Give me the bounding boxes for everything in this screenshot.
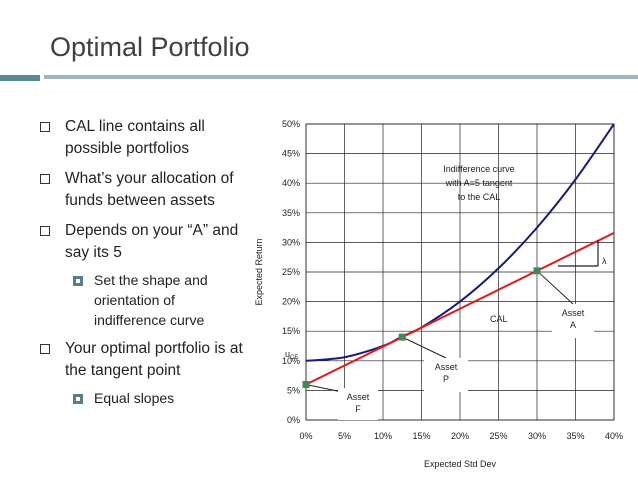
- asset-point: [398, 333, 406, 341]
- bullet-text: CAL line contains all possible portfolio…: [65, 118, 205, 157]
- square-bullet-icon: [40, 226, 50, 236]
- asset-label: F: [355, 404, 361, 414]
- chart-series: [305, 123, 615, 386]
- indifference-annotation: Indifference curve with A=5 tangent to the…: [443, 164, 514, 202]
- uce-main: u: [285, 349, 290, 359]
- bullet-item: Your optimal portfolio is at the tangent…: [40, 338, 250, 408]
- bullet-text: What’s your allocation of funds between …: [65, 170, 234, 209]
- sub-bullet-item: Equal slopes: [65, 388, 250, 408]
- sub-bullet-list: Set the shape and orientation of indiffe…: [65, 270, 250, 330]
- y-tick-labels: 0% 5% 10% 15% 20% 25% 30% 35% 40% 45% 50%: [282, 119, 300, 425]
- callout-box: [424, 358, 468, 392]
- y-axis-title: Expected Return: [254, 238, 264, 305]
- asset-label: P: [443, 374, 449, 384]
- callout-pointer: [536, 270, 574, 305]
- asset-point: [533, 267, 541, 275]
- accent-block: [0, 75, 40, 81]
- title-underline: [44, 75, 638, 79]
- x-axis-title: Expected Std Dev: [424, 459, 497, 469]
- slide-title: Optimal Portfolio: [50, 32, 250, 62]
- indifference-annotation-line: to the CAL: [458, 192, 501, 202]
- asset-callouts: Asset F Asset P Asset A: [305, 270, 594, 420]
- x-tick-label: 15%: [412, 431, 430, 441]
- indifference-annotation-line: with A=5 tangent: [445, 178, 513, 188]
- asset-points: [302, 267, 541, 388]
- x-tick-label: 20%: [451, 431, 469, 441]
- indifference-curve-line: [305, 123, 615, 362]
- asset-point: [302, 380, 310, 388]
- bullet-text: Depends on your “A” and say its 5: [65, 222, 239, 261]
- asset-label: Asset: [562, 308, 585, 318]
- callout-pointer: [305, 383, 343, 393]
- y-tick-label: 10%: [282, 356, 300, 366]
- asset-label: A: [570, 320, 576, 330]
- square-bullet-icon: [40, 174, 50, 184]
- x-tick-label: 0%: [299, 431, 312, 441]
- callout-pointer: [402, 336, 447, 359]
- uce-label: uCE: [285, 349, 298, 361]
- square-bullet-icon: [40, 122, 50, 132]
- callout-box: [338, 388, 378, 420]
- asset-label: Asset: [347, 392, 370, 402]
- square-bullet-icon: [40, 344, 50, 354]
- y-tick-label: 45%: [282, 149, 300, 159]
- x-tick-label: 10%: [374, 431, 392, 441]
- lambda-label: λ: [602, 256, 607, 266]
- x-tick-label: 40%: [605, 431, 623, 441]
- bullet-item: Depends on your “A” and say its 5 Set th…: [40, 220, 250, 330]
- chart-axes: [305, 123, 615, 421]
- y-tick-label: 5%: [287, 385, 300, 395]
- y-tick-label: 50%: [282, 119, 300, 129]
- callout-box: [552, 304, 594, 338]
- y-tick-label: 15%: [282, 326, 300, 336]
- sub-bullet-text: Set the shape and orientation of indiffe…: [94, 272, 208, 328]
- y-tick-label: 40%: [282, 178, 300, 188]
- square-sub-bullet-icon: [73, 276, 83, 286]
- bullet-list: CAL line contains all possible portfolio…: [40, 116, 250, 416]
- uce-subscript: CE: [290, 355, 298, 361]
- square-sub-bullet-icon: [73, 394, 83, 404]
- plot-border: [305, 123, 615, 421]
- sub-bullet-text: Equal slopes: [94, 390, 175, 406]
- x-tick-label: 30%: [528, 431, 546, 441]
- y-tick-label: 35%: [282, 208, 300, 218]
- cal-line: [305, 232, 615, 386]
- y-tick-label: 0%: [287, 415, 300, 425]
- x-tick-label: 25%: [489, 431, 507, 441]
- indifference-annotation-line: Indifference curve: [443, 164, 514, 174]
- y-tick-label: 25%: [282, 267, 300, 277]
- bullet-item: What’s your allocation of funds between …: [40, 168, 250, 212]
- x-tick-label: 5%: [338, 431, 351, 441]
- bullet-item: CAL line contains all possible portfolio…: [40, 116, 250, 160]
- x-tick-labels: 0% 5% 10% 15% 20% 25% 30% 35% 40%: [299, 431, 623, 441]
- sub-bullet-item: Set the shape and orientation of indiffe…: [65, 270, 250, 330]
- x-tick-label: 35%: [566, 431, 584, 441]
- sub-bullet-list: Equal slopes: [65, 388, 250, 408]
- chart-annotations: Indifference curve with A=5 tangent to the…: [285, 164, 607, 361]
- cal-label: CAL: [490, 314, 508, 324]
- y-tick-label: 20%: [282, 297, 300, 307]
- asset-label: Asset: [435, 362, 458, 372]
- bullet-text: Your optimal portfolio is at the tangent…: [65, 340, 243, 379]
- y-tick-label: 30%: [282, 237, 300, 247]
